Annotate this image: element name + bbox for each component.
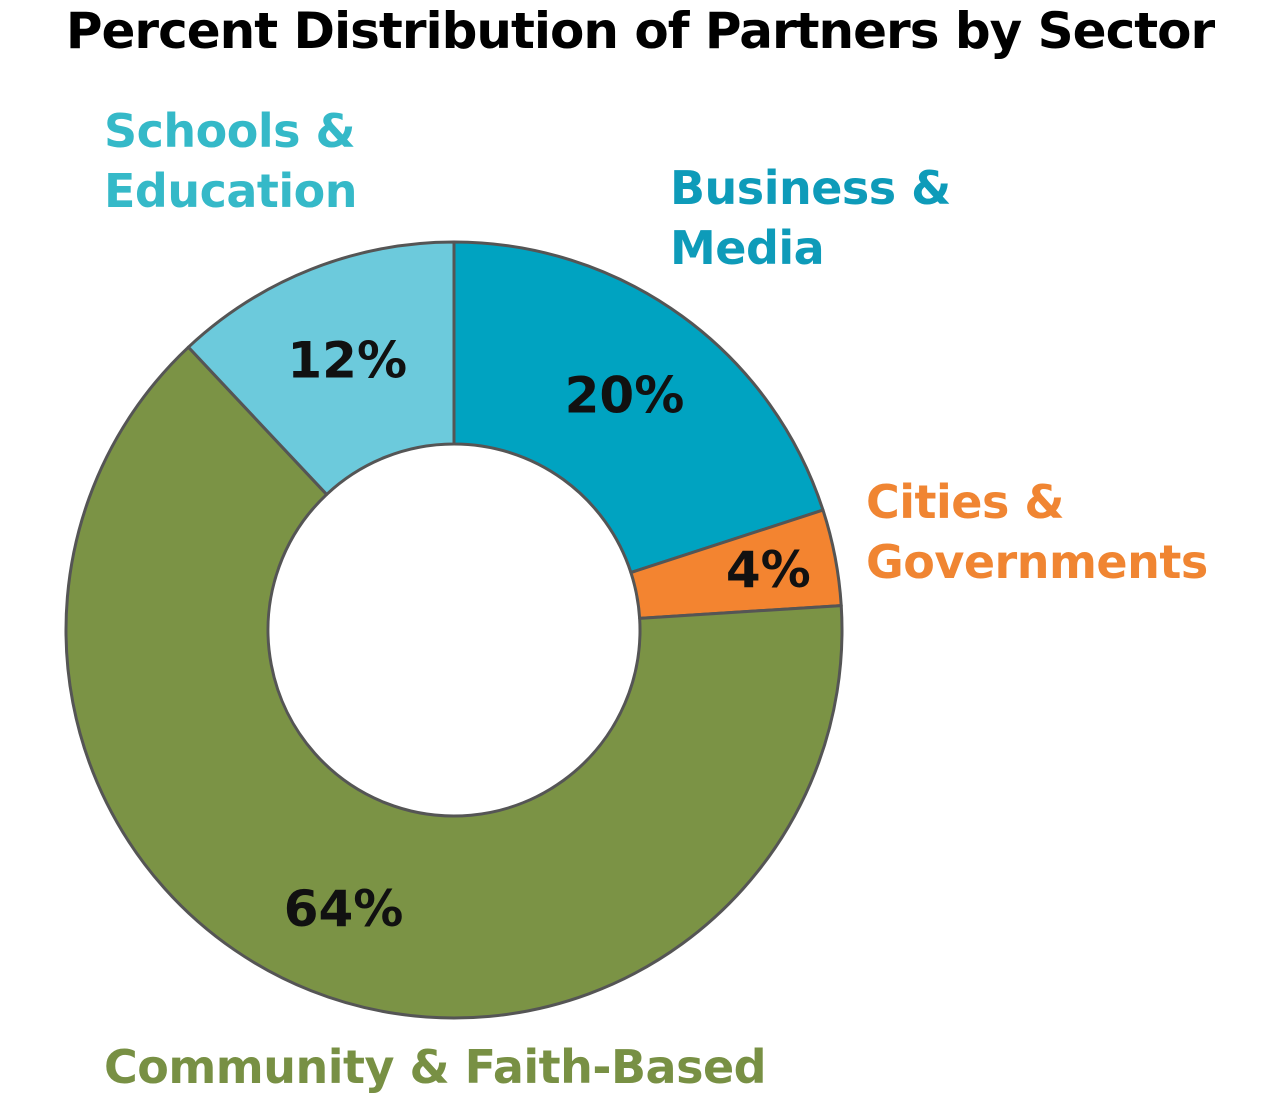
- value-label-business-media: 20%: [565, 366, 685, 424]
- category-label-business-media: Business & Media: [670, 161, 951, 275]
- value-label-schools-education: 12%: [287, 331, 407, 389]
- category-label-community-faith-based: Community & Faith-Based: [104, 1040, 767, 1094]
- value-label-cities-governments: 4%: [726, 541, 811, 599]
- category-label-cities-governments: Cities & Governments: [866, 475, 1208, 589]
- value-label-community-faith-based: 64%: [284, 880, 404, 938]
- chart-title: Percent Distribution of Partners by Sect…: [65, 2, 1215, 60]
- donut-slice-community-faith-based: [64, 345, 844, 1020]
- donut-slice-schools-education: [186, 240, 456, 496]
- category-label-schools-education: Schools & Education: [104, 104, 358, 218]
- donut-slice-business-media: [452, 240, 825, 575]
